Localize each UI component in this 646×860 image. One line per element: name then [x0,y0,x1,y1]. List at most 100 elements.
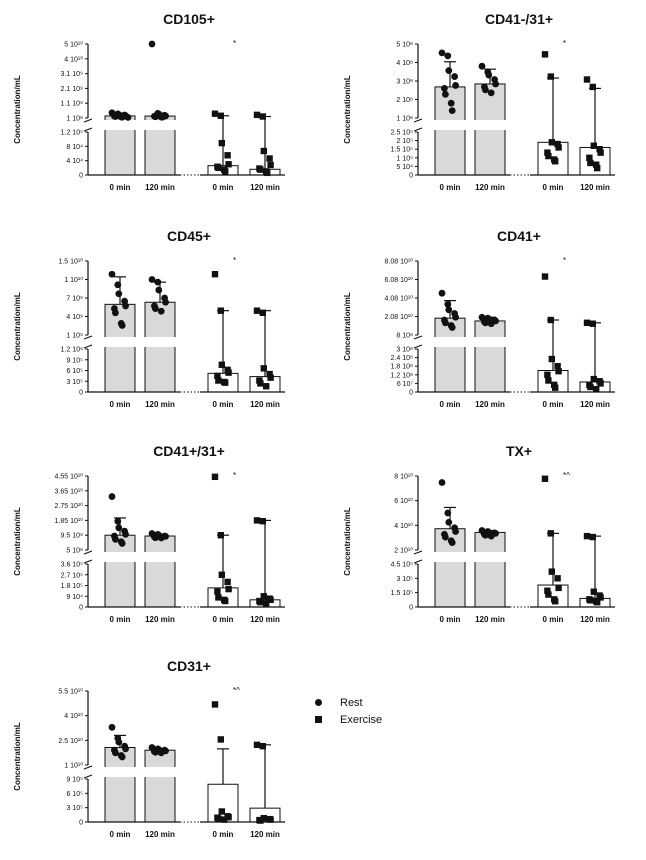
data-point [554,363,561,370]
data-point [257,380,264,387]
significance-marker: * [233,256,236,265]
data-point [217,112,224,119]
data-point [162,298,170,306]
chart-svg: CD41+ Concentration/mL 8.08 10¹⁰ 6.08 10¹⁰ 4… [343,228,615,409]
y-tick-label: 8 10⁴ [66,144,83,151]
data-point [115,738,123,746]
y-tick-label: 1.2 10⁶ [61,347,83,354]
chart-panel: CD41+/31+ Concentration/mL 4.55 10¹⁰ 3.65 1… [0,440,310,650]
data-point [218,139,225,147]
data-point [225,161,232,168]
data-point [211,271,219,278]
y-tick-label: 8.08 10¹⁰ [385,258,414,266]
x-tick-label: 0 min [543,183,564,192]
y-tick-label: 1.2 10⁵ [61,130,83,137]
bar [144,749,176,823]
y-tick-label: 0 [79,820,83,827]
data-point [217,532,224,539]
data-point [544,587,551,594]
data-point [597,149,604,156]
y-axis-label: Concentration/mL [343,507,352,576]
x-tick-label: 120 min [580,615,610,624]
data-point [108,493,116,500]
y-tick-label: 2 10¹⁰ [394,547,413,555]
data-point [448,107,456,114]
axis-break-gap [104,767,136,777]
data-point [492,80,499,88]
y-tick-label: 4 10⁸ [396,60,413,67]
y-tick-label: 3 10⁸ [396,79,413,86]
data-point [257,817,264,824]
data-point [152,305,159,312]
data-point [478,62,486,70]
data-point [442,533,449,541]
y-tick-label: 1 10⁸ [396,116,413,123]
axis-break-marks [83,118,93,132]
y-tick-label: 0 [79,605,83,612]
y-tick-label: 6 10⁵ [66,791,83,798]
data-point [452,313,459,321]
data-point [441,85,448,92]
bar [104,747,136,823]
x-tick-label: 0 min [543,615,564,624]
data-point [217,307,224,314]
y-tick-label: 4 10¹⁰ [64,55,83,63]
data-point [214,372,221,380]
x-tick-label: 120 min [250,183,280,192]
data-point [555,368,562,375]
data-point [444,52,452,60]
data-point [482,86,489,94]
data-point [590,142,597,149]
y-tick-label: 1 10¹⁰ [64,762,83,770]
data-point [438,49,446,57]
x-tick-label: 120 min [580,400,610,409]
data-point [593,161,600,168]
bar [104,303,136,393]
data-point [444,300,452,308]
data-point [452,82,459,89]
y-tick-label: 9 10⁵ [66,357,83,364]
axis-break-marks [83,335,93,349]
y-axis-label: Concentration/mL [13,507,22,576]
chart-svg: CD41-/31+ Concentration/mL 5 10⁸ 4 10⁸ 3 10⁸… [343,11,615,192]
data-point [589,83,596,91]
data-point [548,355,555,363]
y-tick-label: 1.5 10⁵ [391,590,413,597]
axis-break-gap [104,337,136,347]
data-point [487,320,495,328]
chart-panel: CD45+ Concentration/mL 1.5 10¹⁰ 1 10¹⁰ 7 10⁹… [0,225,310,435]
data-point [118,322,126,329]
data-point [108,723,116,731]
chart-svg: TX+ Concentration/mL 8 10¹⁰ 6 10¹⁰ 4 10¹⁰ 2 1… [343,443,615,624]
legend-item-rest: Rest [310,694,382,711]
chart-svg: CD45+ Concentration/mL 1.5 10¹⁰ 1 10¹⁰ 7 10⁹… [13,228,285,409]
chart-title: CD31+ [167,658,211,674]
chart-title: CD45+ [167,228,211,244]
y-tick-label: 3 10⁵ [396,576,413,583]
chart-title: CD41+ [497,228,541,244]
data-point [222,597,229,605]
axis-break-marks [413,335,423,349]
data-point [148,276,156,283]
axis-break-gap [434,552,466,562]
data-point [552,158,559,165]
y-axis-label: Concentration/mL [343,292,352,361]
significance-marker: *^ [233,686,240,695]
y-tick-label: 0 [409,605,413,612]
data-point [114,517,122,525]
y-tick-label: 1.5 10¹⁰ [58,258,83,266]
data-point [547,530,554,537]
data-point [438,479,446,486]
y-tick-label: 0 [409,390,413,397]
significance-marker: * [233,39,236,48]
x-tick-label: 0 min [110,400,131,409]
y-tick-label: 1 10⁸ [66,116,83,123]
x-tick-label: 120 min [145,615,175,624]
bar [144,301,176,393]
data-point [118,540,126,547]
axis-break-gap [144,337,176,347]
data-point [211,701,219,708]
y-tick-label: 4 10¹⁰ [394,522,413,530]
data-point [215,815,222,822]
data-point [225,369,232,376]
